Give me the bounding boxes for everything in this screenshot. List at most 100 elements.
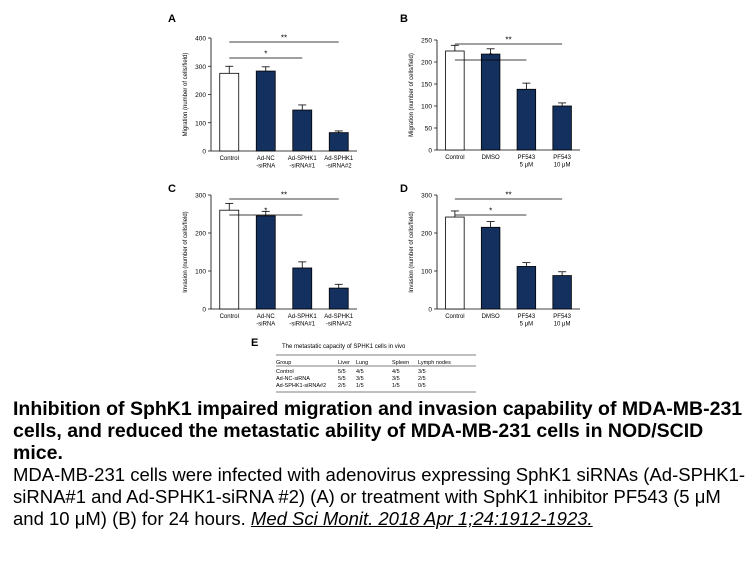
table-cell: 3/5 <box>418 369 426 375</box>
bar <box>516 266 537 310</box>
y-tick-label: 200 <box>195 92 206 99</box>
category-label: Control <box>220 156 239 162</box>
category-label: Control <box>220 314 239 320</box>
panel-label: C <box>168 183 176 195</box>
category-label: -siRNA#2 <box>326 322 352 328</box>
bar <box>255 70 276 152</box>
table-cell: 5/5 <box>338 369 346 375</box>
significance-label: ** <box>281 191 287 200</box>
chart-panel-a: A 0 100 200 300 400 Migration (number of cells… <box>168 13 357 170</box>
y-tick-label: 0 <box>202 307 206 314</box>
category-label: 10 μM <box>554 322 571 328</box>
chart-panel-d: D 0 100 200 300 Invasion (number of cells/fie… <box>400 183 580 328</box>
table-cell: 2/5 <box>338 383 346 389</box>
panel-label: B <box>400 13 408 25</box>
category-label: DMSO <box>482 155 500 161</box>
bar <box>292 109 313 152</box>
y-axis-label: Invasion (number of cells/field) <box>409 211 415 292</box>
significance-label: ** <box>505 36 511 45</box>
chart-panel-c: C 0 100 200 300 Invasion (number of cells/fie… <box>168 183 357 328</box>
y-tick-label: 100 <box>195 120 206 127</box>
category-label: -siRNA#1 <box>289 164 315 170</box>
y-tick-label: 200 <box>195 231 206 238</box>
y-axis-label: Migration (number of cells/field) <box>183 53 189 137</box>
table-cell: 1/5 <box>356 383 364 389</box>
table-cell: 4/5 <box>356 369 364 375</box>
significance-label: * <box>489 52 492 61</box>
table-cell: 3/5 <box>392 376 400 382</box>
y-tick-label: 0 <box>202 149 206 156</box>
y-tick-label: 200 <box>421 231 432 238</box>
category-label: Control <box>445 314 464 320</box>
y-tick-label: 150 <box>421 82 432 89</box>
bar <box>552 275 572 310</box>
category-label: DMSO <box>482 314 500 320</box>
category-label: 5 μM <box>520 163 533 169</box>
caption-body: MDA-MB-231 cells were infected with aden… <box>13 464 748 530</box>
category-label: 10 μM <box>554 163 571 169</box>
category-label: -siRNA <box>256 322 275 328</box>
caption-text: MDA-MB-231 cells were infected with aden… <box>13 464 746 529</box>
table-header: Group <box>276 360 291 366</box>
chart-panel-e: E The metastatic capacity of SPHK1 cells … <box>251 337 476 393</box>
y-tick-label: 200 <box>421 60 432 67</box>
table-cell: 4/5 <box>392 369 400 375</box>
table-cell: 0/5 <box>418 383 426 389</box>
table-header: Liver <box>338 360 350 366</box>
significance-label: ** <box>281 34 287 43</box>
category-label: -siRNA#1 <box>289 322 315 328</box>
bar <box>480 53 501 151</box>
table-cell: 2/5 <box>418 376 426 382</box>
y-tick-label: 0 <box>428 307 432 314</box>
category-label: PF543 <box>518 314 536 320</box>
chart-panel-b: B 0 50 100 150 200 250 Migration (number of cel… <box>400 13 580 169</box>
table-cell: 1/5 <box>392 383 400 389</box>
bar <box>219 209 240 310</box>
category-label: Ad-NC <box>257 156 276 162</box>
table-title: The metastatic capacity of SPHK1 cells i… <box>282 344 406 350</box>
table-header: Lung <box>356 360 368 366</box>
y-tick-label: 300 <box>195 193 206 200</box>
category-label: 5 μM <box>520 322 533 328</box>
y-tick-label: 0 <box>428 148 432 155</box>
bar <box>328 132 349 152</box>
category-label: PF543 <box>518 155 536 161</box>
panel-label: D <box>400 183 408 195</box>
category-label: PF543 <box>553 155 571 161</box>
category-label: Ad-SPHK1 <box>288 314 318 320</box>
bar <box>552 105 572 151</box>
significance-label: * <box>264 207 267 216</box>
category-label: -siRNA <box>256 164 275 170</box>
table-header: Lymph nodes <box>418 360 451 366</box>
y-axis-label: Invasion (number of cells/field) <box>183 211 189 292</box>
table-cell: Ad-NC-siRNA <box>276 376 310 382</box>
y-axis-label: Migration (number of cells/field) <box>409 53 415 137</box>
figure-panels: A 0 100 200 300 400 Migration (number of cells… <box>168 13 580 393</box>
category-label: Ad-SPHK1 <box>288 156 318 162</box>
figure-caption: Inhibition of SphK1 impaired migration a… <box>13 398 748 530</box>
bar <box>445 50 465 151</box>
category-label: PF543 <box>553 314 571 320</box>
category-label: Control <box>445 155 464 161</box>
panel-label: A <box>168 13 176 25</box>
bar <box>445 216 465 310</box>
y-tick-label: 300 <box>195 64 206 71</box>
y-tick-label: 100 <box>421 104 432 111</box>
y-tick-label: 300 <box>421 193 432 200</box>
bar <box>328 287 349 310</box>
table-cell: Ad-SPHK1-siRNA#2 <box>276 383 326 389</box>
y-tick-label: 100 <box>195 269 206 276</box>
category-label: -siRNA#2 <box>326 164 352 170</box>
table-cell: 3/5 <box>356 376 364 382</box>
significance-label: * <box>264 50 267 59</box>
y-tick-label: 400 <box>195 36 206 43</box>
bar <box>516 88 537 151</box>
citation-link[interactable]: Med Sci Monit. 2018 Apr 1;24:1912-1923. <box>250 508 593 529</box>
y-tick-label: 100 <box>421 269 432 276</box>
table-cell: 5/5 <box>338 376 346 382</box>
significance-label: * <box>489 207 492 216</box>
caption-title: Inhibition of SphK1 impaired migration a… <box>13 398 743 464</box>
panel-label: E <box>251 337 258 349</box>
bar <box>255 215 276 310</box>
bar <box>480 226 501 310</box>
